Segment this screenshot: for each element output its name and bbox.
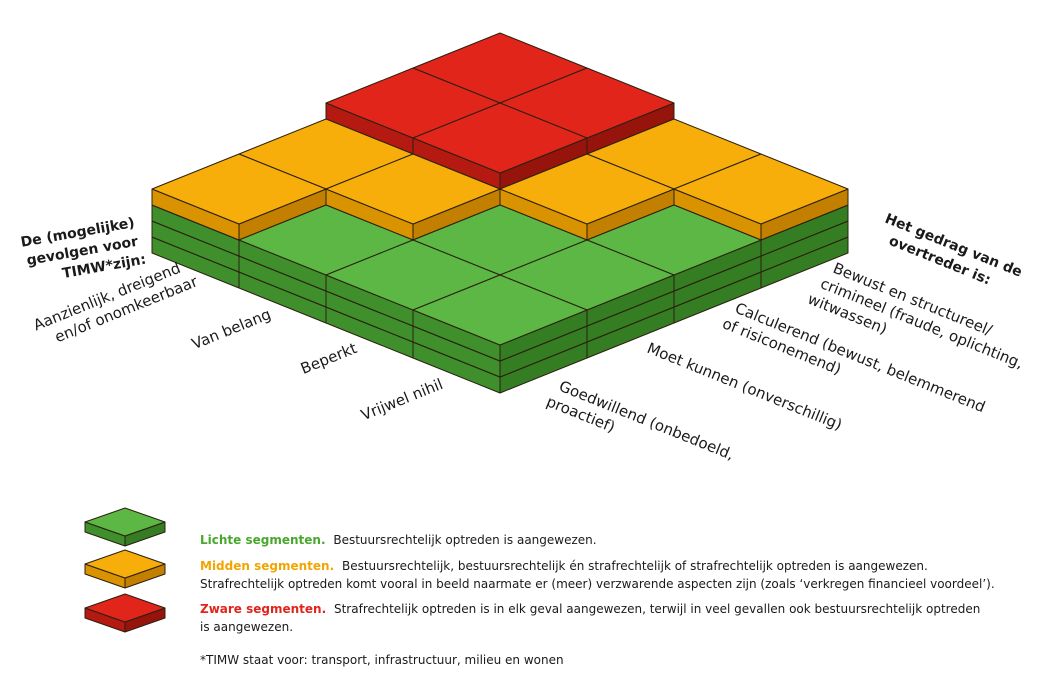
legend-icon-top [84, 549, 166, 579]
segment-layer-top [412, 274, 588, 346]
legend-label: Lichte segmenten. [200, 533, 326, 547]
right-level: Goedwillend (onbedoeld, proactief) [544, 375, 741, 483]
left-axis-title: De (mogelijke) gevolgen voor TIMW*zijn: [20, 214, 148, 288]
level-line: Van belang [189, 305, 273, 353]
legend-item: Zware segmenten. Strafrechtelijk optrede… [200, 602, 984, 634]
legend-text: Strafrechtelijk optreden is in elk geval… [334, 602, 980, 616]
segment-layer-top [673, 153, 849, 225]
right-level: Bewust en structureel/ crimineel (fraude… [805, 255, 1037, 392]
segment-layer-top [325, 153, 501, 225]
legend-text: Strafrechtelijk optreden komt vooral in … [200, 577, 995, 591]
footnote: *TIMW staat voor: transport, infrastruct… [200, 653, 564, 667]
legend-icon-top [84, 593, 166, 623]
legend-icon-top [84, 507, 166, 537]
legend-icons [84, 507, 166, 633]
legend-label: Midden segmenten. [200, 559, 334, 573]
segment-layer-top [499, 153, 675, 225]
segment-pyramid [151, 32, 849, 394]
level-line: Beperkt [298, 339, 360, 378]
legend-item: Midden segmenten. Bestuursrechtelijk, be… [200, 559, 995, 591]
legend-text: Bestuursrechtelijk, bestuursrechtelijk é… [342, 559, 928, 573]
legend-text: is aangewezen. [200, 620, 293, 634]
legend-item: Lichte segmenten. Bestuursrechtelijk opt… [200, 533, 597, 547]
segment-layer-top [412, 102, 588, 174]
left-level: Vrijwel nihil [358, 375, 445, 424]
segment-layer-top [151, 153, 327, 225]
level-line: Vrijwel nihil [358, 375, 445, 424]
left-level: Beperkt [298, 339, 360, 378]
legend-text: Bestuursrechtelijk optreden is aangeweze… [333, 533, 596, 547]
legend-label: Zware segmenten. [200, 602, 326, 616]
left-level: Van belang [189, 305, 273, 353]
